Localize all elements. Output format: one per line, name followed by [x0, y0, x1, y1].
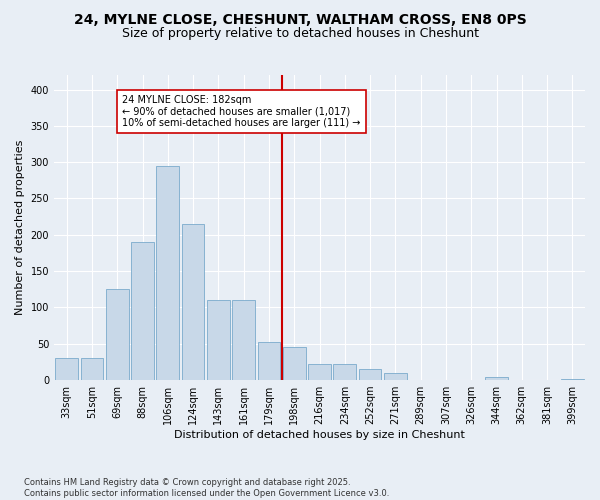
Bar [283, 348, 305, 380]
Bar [157, 166, 179, 380]
Bar [207, 300, 230, 380]
Bar [131, 242, 154, 380]
Bar [308, 364, 331, 380]
Bar [80, 358, 103, 380]
Bar [485, 377, 508, 380]
Bar [182, 224, 205, 380]
Bar [334, 364, 356, 380]
Text: Size of property relative to detached houses in Cheshunt: Size of property relative to detached ho… [121, 28, 479, 40]
Bar [55, 358, 78, 380]
Text: 24, MYLNE CLOSE, CHESHUNT, WALTHAM CROSS, EN8 0PS: 24, MYLNE CLOSE, CHESHUNT, WALTHAM CROSS… [74, 12, 526, 26]
Bar [561, 378, 584, 380]
Text: Contains HM Land Registry data © Crown copyright and database right 2025.
Contai: Contains HM Land Registry data © Crown c… [24, 478, 389, 498]
Bar [232, 300, 255, 380]
Bar [257, 342, 280, 380]
Y-axis label: Number of detached properties: Number of detached properties [15, 140, 25, 315]
Bar [106, 290, 128, 380]
Text: 24 MYLNE CLOSE: 182sqm
← 90% of detached houses are smaller (1,017)
10% of semi-: 24 MYLNE CLOSE: 182sqm ← 90% of detached… [122, 94, 361, 128]
Bar [384, 373, 407, 380]
X-axis label: Distribution of detached houses by size in Cheshunt: Distribution of detached houses by size … [174, 430, 465, 440]
Bar [359, 369, 382, 380]
